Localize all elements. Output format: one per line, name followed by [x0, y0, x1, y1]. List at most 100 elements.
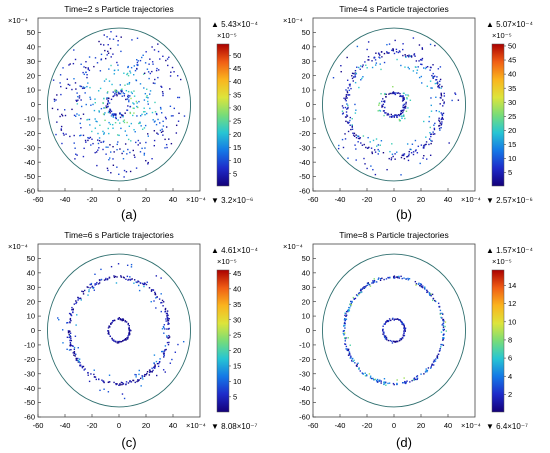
x-tick-label: 40	[169, 195, 177, 204]
particle-point	[77, 99, 79, 101]
particle-point	[137, 64, 139, 66]
particle-point	[115, 113, 117, 115]
particle-point	[141, 113, 143, 116]
particle-point	[383, 381, 385, 383]
particle-point	[159, 106, 162, 109]
particle-point	[108, 159, 110, 161]
particle-point	[96, 281, 98, 284]
particle-point	[73, 142, 75, 144]
particle-point	[87, 374, 89, 376]
particle-point	[141, 375, 143, 377]
particle-point	[396, 114, 398, 117]
particle-point	[396, 116, 398, 119]
particle-point	[416, 72, 418, 74]
particle-point	[147, 100, 149, 103]
particle-point	[155, 112, 158, 115]
particle-point	[164, 328, 166, 330]
particle-point	[80, 63, 82, 65]
particle-point	[107, 102, 109, 105]
particle-point	[163, 353, 165, 356]
particle-point	[371, 151, 373, 153]
particle-point	[69, 339, 71, 342]
particle-point	[152, 63, 154, 65]
particle-point	[153, 130, 156, 132]
particle-point	[369, 141, 371, 143]
particle-point	[137, 379, 139, 381]
particle-point	[430, 133, 433, 135]
particle-point	[430, 97, 432, 99]
particle-point	[425, 370, 427, 372]
particle-point	[94, 273, 96, 275]
particle-point	[104, 119, 106, 122]
particle-point	[87, 82, 89, 84]
particle-point	[393, 92, 396, 94]
particle-point	[349, 85, 351, 87]
particle-point	[160, 277, 162, 279]
colorbar-tick-label: 30	[233, 315, 241, 324]
particle-point	[79, 122, 81, 125]
particle-point	[386, 320, 388, 322]
particle-point	[147, 103, 149, 105]
colorbar-max-label: ▲ 4.61×10⁻⁴	[211, 246, 259, 255]
particle-point	[74, 82, 77, 84]
particle-point	[395, 341, 397, 343]
particle-point	[145, 159, 147, 162]
particle-point	[413, 379, 415, 381]
particle-point	[432, 64, 434, 66]
particle-point	[82, 155, 85, 158]
particle-point	[355, 109, 357, 111]
particle-point	[439, 309, 442, 312]
y-tick-label: -10	[299, 341, 310, 350]
particle-point	[135, 281, 137, 283]
particle-point	[352, 296, 355, 299]
particle-point	[429, 126, 431, 129]
particle-point	[103, 388, 105, 390]
particle-point	[121, 319, 124, 322]
particle-point	[172, 115, 174, 117]
particle-point	[60, 125, 63, 128]
particle-point	[374, 173, 377, 176]
particle-point	[163, 354, 165, 357]
plot-area	[321, 253, 467, 408]
particle-point	[383, 110, 385, 112]
y-exponent-label: ×10⁻⁴	[283, 16, 303, 25]
particle-point	[99, 70, 102, 72]
particle-point	[349, 305, 352, 307]
particle-point	[387, 52, 390, 54]
y-tick-label: 30	[27, 283, 35, 292]
particle-point	[165, 59, 167, 62]
particle-point	[169, 362, 172, 364]
particle-point	[142, 282, 144, 285]
particle-point	[400, 95, 402, 98]
particle-point	[151, 367, 153, 369]
particle-point	[436, 76, 438, 78]
particle-point	[85, 71, 87, 74]
particle-point	[134, 69, 137, 72]
plot-frame	[312, 17, 476, 192]
particle-point	[110, 323, 112, 325]
particle-point	[440, 346, 442, 348]
particle-point	[127, 96, 130, 99]
particle-point	[70, 344, 72, 347]
plot-frame	[37, 17, 201, 192]
particle-point	[88, 137, 90, 140]
y-tick-label: 30	[27, 57, 35, 66]
particle-point	[87, 286, 89, 289]
particle-point	[345, 94, 348, 96]
particle-point	[400, 110, 402, 112]
particle-point	[403, 115, 405, 117]
particle-point	[369, 375, 372, 377]
particle-point	[347, 130, 350, 133]
colorbar-tick-label: 35	[508, 84, 516, 93]
particle-point	[144, 62, 147, 64]
particle-point	[337, 147, 340, 150]
particle-point	[112, 53, 114, 55]
particle-point	[133, 112, 135, 114]
particle-point	[379, 379, 381, 381]
particle-point	[90, 144, 92, 146]
particle-point	[428, 138, 431, 140]
particle-point	[166, 316, 169, 319]
particle-point	[382, 333, 384, 335]
particle-point	[110, 115, 113, 117]
particle-point	[401, 277, 403, 280]
